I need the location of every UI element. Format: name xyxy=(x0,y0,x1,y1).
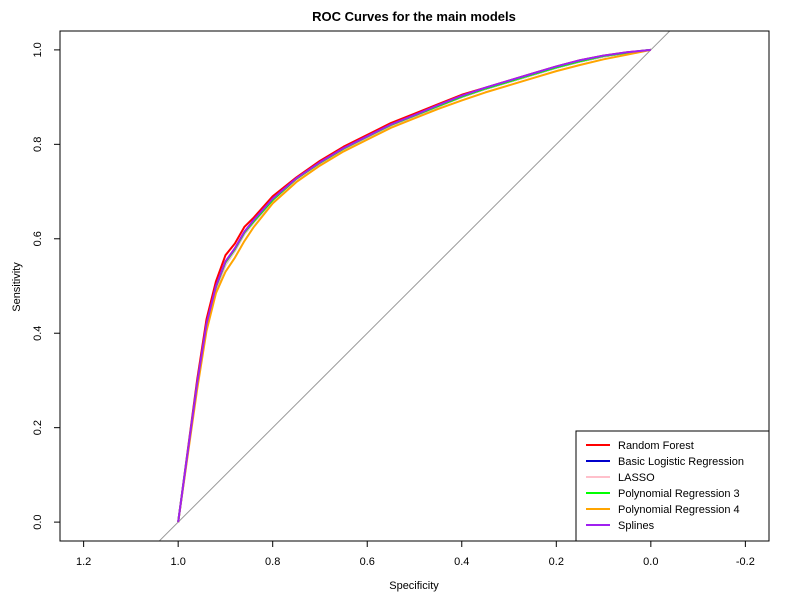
y-axis-label: Sensitivity xyxy=(11,262,23,312)
legend-label: Random Forest xyxy=(618,440,694,452)
diagonal-line xyxy=(158,31,671,541)
legend-label: Basic Logistic Regression xyxy=(618,456,744,468)
x-axis-label: Specificity xyxy=(389,580,439,592)
y-tick-label: 0.0 xyxy=(32,514,44,529)
chart-title: ROC Curves for the main models xyxy=(312,9,516,24)
legend: Random Forest Basic Logistic Regression LA… xyxy=(575,430,770,542)
x-tick-label: 0.8 xyxy=(265,556,280,568)
y-tick-label: 1.0 xyxy=(32,42,44,57)
x-tick-label: 0.0 xyxy=(643,556,658,568)
plot-frame xyxy=(59,30,770,542)
y-tick-label: 0.4 xyxy=(32,326,44,341)
series-layer xyxy=(177,48,652,523)
legend-label: Polynomial Regression 3 xyxy=(618,488,740,500)
x-tick-label: 1.0 xyxy=(171,556,186,568)
y-axis: 0.0 0.2 0.4 0.6 0.8 1.0 xyxy=(32,42,60,530)
diagonal-reference xyxy=(158,31,671,541)
x-tick-label: 0.4 xyxy=(454,556,469,568)
series-line-5 xyxy=(177,48,651,523)
x-axis: 1.2 1.0 0.8 0.6 0.4 0.2 0.0 -0.2 xyxy=(76,541,755,568)
legend-label: LASSO xyxy=(618,472,655,484)
x-tick-label: -0.2 xyxy=(736,556,755,568)
x-tick-label: 0.2 xyxy=(549,556,564,568)
y-tick-label: 0.2 xyxy=(32,420,44,435)
y-tick-label: 0.8 xyxy=(32,137,44,152)
x-tick-label: 1.2 xyxy=(76,556,91,568)
legend-box xyxy=(575,430,770,542)
legend-label: Polynomial Regression 4 xyxy=(618,504,740,516)
legend-label: Splines xyxy=(618,520,655,532)
series-line-4 xyxy=(177,48,652,523)
x-tick-label: 0.6 xyxy=(360,556,375,568)
y-tick-label: 0.6 xyxy=(32,231,44,246)
